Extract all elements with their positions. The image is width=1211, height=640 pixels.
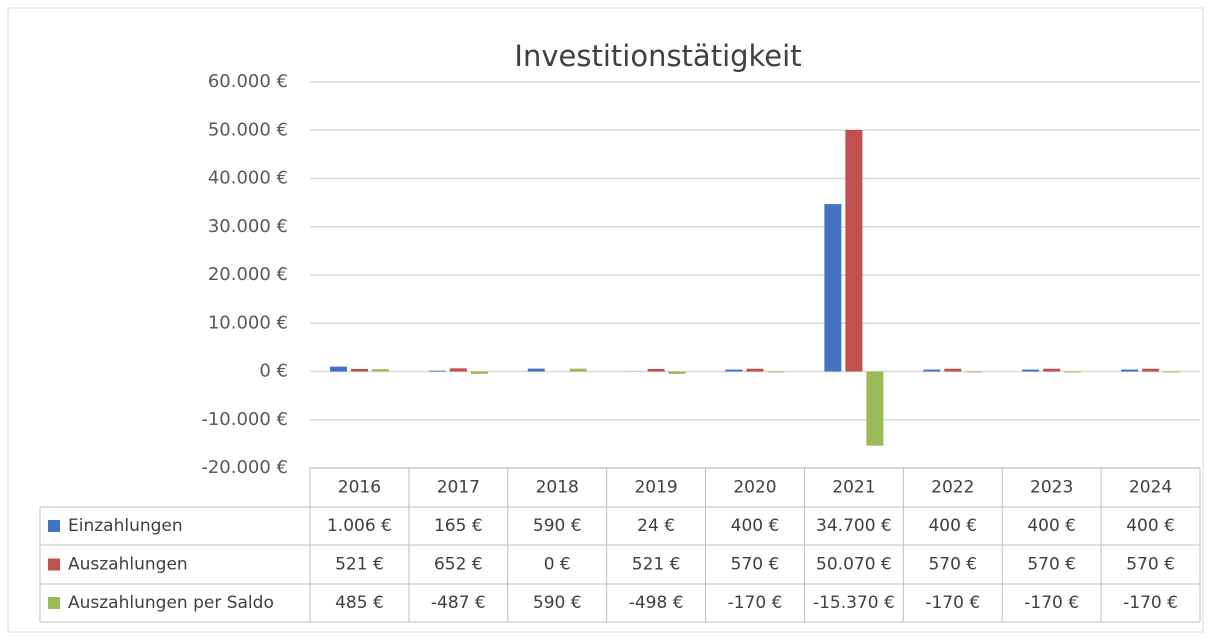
table-value: -170 € bbox=[1024, 593, 1079, 613]
category-label: 2018 bbox=[536, 478, 579, 498]
table-value: -498 € bbox=[629, 593, 684, 613]
table-value: 165 € bbox=[434, 516, 483, 536]
table-value: -487 € bbox=[431, 593, 486, 613]
table-value: -170 € bbox=[925, 593, 980, 613]
legend-label: Auszahlungen bbox=[68, 555, 188, 575]
table-value: 400 € bbox=[928, 516, 977, 536]
bar bbox=[845, 129, 863, 372]
y-tick-label: 40.000 € bbox=[208, 168, 288, 189]
legend-key bbox=[48, 597, 60, 609]
bar bbox=[965, 371, 983, 373]
bar bbox=[329, 366, 347, 372]
table-value: 521 € bbox=[632, 555, 681, 575]
legend-key bbox=[48, 520, 60, 532]
bar bbox=[1142, 368, 1160, 372]
y-tick-label: -20.000 € bbox=[201, 457, 288, 478]
y-tick-label: 30.000 € bbox=[208, 216, 288, 237]
table-value: 570 € bbox=[928, 555, 977, 575]
chart-frame bbox=[7, 7, 1204, 633]
table-value: 570 € bbox=[1027, 555, 1076, 575]
bar bbox=[647, 368, 665, 372]
table-value: -170 € bbox=[728, 593, 783, 613]
table-value: -170 € bbox=[1123, 593, 1178, 613]
bar bbox=[944, 368, 962, 372]
category-label: 2024 bbox=[1129, 478, 1172, 498]
category-label: 2016 bbox=[338, 478, 381, 498]
bar bbox=[569, 368, 587, 372]
legend-key bbox=[48, 558, 60, 571]
table-value: -15.370 € bbox=[813, 593, 895, 613]
table-value: 570 € bbox=[731, 555, 780, 575]
legend-label: Auszahlungen per Saldo bbox=[68, 593, 274, 613]
bar bbox=[371, 369, 389, 372]
table-value: 485 € bbox=[335, 593, 384, 613]
bar bbox=[746, 368, 764, 372]
table-value: 1.006 € bbox=[327, 516, 392, 536]
table-value: 0 € bbox=[544, 555, 571, 575]
bar bbox=[350, 368, 368, 372]
category-label: 2022 bbox=[931, 478, 974, 498]
y-tick-label: 20.000 € bbox=[208, 264, 288, 285]
category-label: 2021 bbox=[832, 478, 875, 498]
y-tick-label: 0 € bbox=[259, 361, 288, 382]
table-value: 652 € bbox=[434, 555, 483, 575]
table-value: 24 € bbox=[637, 516, 675, 536]
y-tick-label: -10.000 € bbox=[201, 409, 288, 430]
table-value: 590 € bbox=[533, 593, 582, 613]
chart-title: Investitionstätigkeit bbox=[514, 39, 801, 73]
bar bbox=[1064, 371, 1082, 373]
table-value: 400 € bbox=[1027, 516, 1076, 536]
bar bbox=[1043, 368, 1061, 372]
table-value: 590 € bbox=[533, 516, 582, 536]
table-value: 521 € bbox=[335, 555, 384, 575]
bar bbox=[824, 204, 842, 372]
bar bbox=[470, 371, 488, 374]
table-value: 34.700 € bbox=[816, 516, 892, 536]
y-tick-label: 10.000 € bbox=[208, 312, 288, 333]
bar bbox=[668, 371, 686, 374]
category-label: 2019 bbox=[634, 478, 677, 498]
legend-label: Einzahlungen bbox=[68, 516, 183, 536]
category-label: 2020 bbox=[733, 478, 776, 498]
bar bbox=[725, 369, 743, 372]
bar bbox=[1022, 369, 1040, 372]
table-value: 50.070 € bbox=[816, 555, 892, 575]
bar bbox=[428, 370, 446, 372]
table-value: 400 € bbox=[731, 516, 780, 536]
bar bbox=[449, 368, 467, 372]
y-tick-label: 50.000 € bbox=[208, 119, 288, 140]
table-value: 400 € bbox=[1126, 516, 1175, 536]
bar bbox=[1121, 369, 1139, 372]
bar bbox=[767, 371, 785, 373]
bar bbox=[1163, 371, 1181, 373]
table-value: 570 € bbox=[1126, 555, 1175, 575]
y-tick-label: 60.000 € bbox=[208, 71, 288, 92]
bar bbox=[866, 371, 884, 446]
bar bbox=[923, 369, 941, 372]
category-label: 2017 bbox=[437, 478, 480, 498]
bar bbox=[527, 368, 545, 372]
category-label: 2023 bbox=[1030, 478, 1073, 498]
